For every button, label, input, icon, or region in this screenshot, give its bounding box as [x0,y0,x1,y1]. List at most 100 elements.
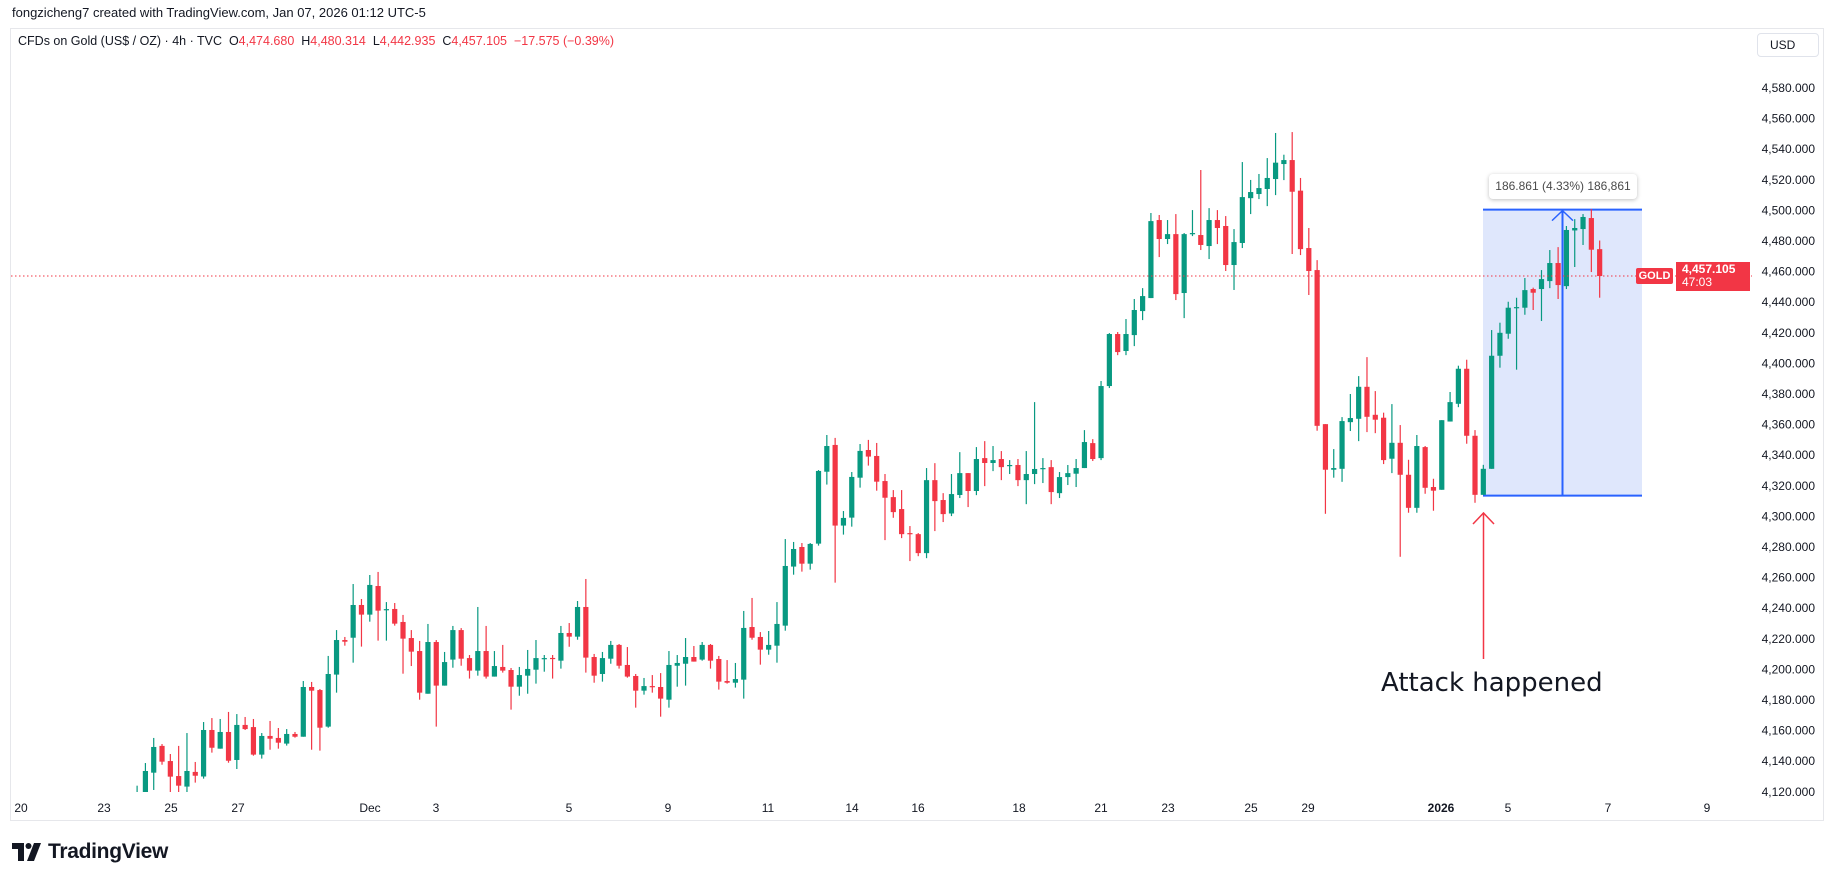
price-tick-label: 4,520.000 [1762,173,1816,187]
high-label: H [301,34,311,48]
symbol-title[interactable]: CFDs on Gold (US$ / OZ) · 4h · TVC [18,34,222,48]
candle-body [1405,474,1412,508]
candle [1455,365,1461,408]
candle-body [1356,386,1362,419]
candle [608,640,614,664]
candle [135,785,140,795]
candle [1256,173,1262,200]
time-tick-label: 25 [1244,801,1258,815]
candle-body [957,473,963,495]
candle-body [516,675,522,687]
candle-body [375,586,381,611]
candle [1505,301,1511,339]
candle-body [225,731,232,761]
candle [367,574,373,622]
candle-body [899,509,905,535]
candle [907,526,913,562]
price-tick-label: 4,240.000 [1762,601,1816,615]
candle-body [1530,289,1536,293]
price-tick-label: 4,220.000 [1762,632,1816,646]
candle-body [682,657,689,664]
candle [450,625,456,668]
candle [317,688,323,751]
time-tick-label: 9 [665,801,672,815]
candle-body [932,480,938,502]
candle [417,640,423,700]
candle-wick [626,647,628,678]
tradingview-logo[interactable]: TradingView [12,840,168,864]
candle-body [1513,307,1520,309]
candle-wick [693,645,695,662]
candle-body [284,733,290,744]
candle [624,647,630,678]
candle-wick [984,441,986,487]
price-range-measure[interactable] [1483,208,1642,497]
price-tick-label: 4,280.000 [1762,540,1816,554]
candle [1223,216,1229,271]
candle [1464,359,1470,444]
candle-body [790,548,797,567]
candle-body [408,638,414,652]
candle [1447,392,1453,422]
candle [923,468,930,559]
low-label: L [372,34,380,48]
candle-wick [552,655,554,679]
time-tick-label: 27 [231,801,245,815]
candle-wick [477,606,479,676]
candle [475,606,481,676]
candle-wick [635,673,637,708]
candle-body [325,673,331,727]
candle [815,470,822,546]
candle-wick [493,651,496,677]
candle [192,761,198,783]
candle [1414,435,1420,513]
candle [292,731,298,738]
candle [990,446,996,472]
candle-body [209,729,215,748]
currency-button[interactable]: USD [1757,33,1819,57]
candle-body [1106,334,1112,387]
candle [350,584,356,663]
candle [1007,460,1013,475]
candle-wick [1399,425,1401,557]
candle [1472,430,1478,503]
candle-body [1189,233,1196,235]
candle [658,673,664,717]
candle [840,511,847,535]
candle-body [857,450,863,478]
candle [217,718,223,749]
candle-body [367,584,373,615]
candle-body [417,651,423,693]
candle [1356,376,1362,442]
candle-body [135,793,140,795]
tradingview-logo-icon [12,843,41,861]
candle-body [1430,487,1437,491]
chart-frame [10,28,1824,821]
candle-wick [768,630,770,655]
candle [1206,208,1212,260]
candle [1198,170,1204,251]
candle-body [1447,402,1453,422]
candle-wick [311,681,313,750]
time-tick-label: 2026 [1428,801,1455,815]
candle-body [940,500,946,515]
candle-body [1364,386,1370,417]
candle-body [292,733,298,737]
candle-body [1223,226,1229,266]
price-tick-label: 4,140.000 [1762,754,1816,768]
candle [1164,220,1171,245]
price-axis[interactable]: 4,580.000 4,560.000 4,540.000 4,520.000 4,50… [1762,81,1816,799]
candle [757,632,763,665]
candle-body [741,627,747,680]
candle [458,628,464,666]
candle [857,444,863,488]
candle [1547,250,1553,289]
candle [375,571,381,641]
candle [466,655,473,679]
candle [940,493,946,523]
candle [998,451,1004,481]
time-axis[interactable]: 20 23 25 27 Dec 3 5 9 11 14 16 18 21 23 25 29 2026 5 7 9 [14,801,1710,815]
candle-wick [1191,210,1194,237]
candle-body [1023,474,1029,481]
